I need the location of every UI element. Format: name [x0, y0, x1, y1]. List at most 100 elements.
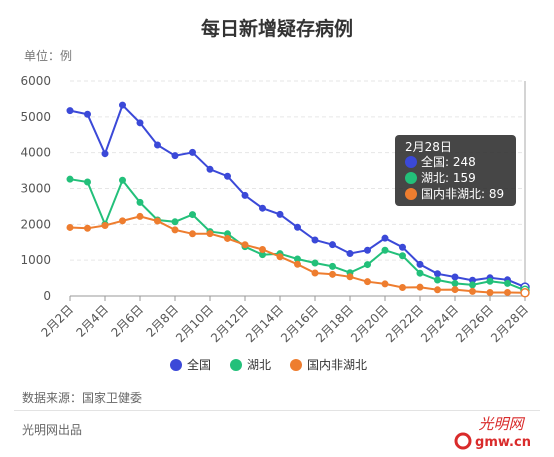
- legend-marker: [290, 359, 302, 371]
- data-point: [84, 224, 91, 232]
- series-lines: [66, 101, 530, 298]
- data-point: [381, 280, 389, 288]
- unit-label: 单位：例: [24, 49, 73, 63]
- tooltip: 2月28日 全国: 248 湖北: 159 国内非湖北: 89: [395, 135, 516, 206]
- x-tick-label: 2月10日: [173, 302, 216, 345]
- x-tick-label: 2月6日: [108, 302, 146, 340]
- tooltip-label-hubei: 湖北: 159: [421, 171, 476, 185]
- data-point: [469, 287, 476, 295]
- data-point: [241, 191, 249, 199]
- data-point: [329, 270, 336, 278]
- data-point: [294, 223, 301, 231]
- data-point: [486, 289, 494, 297]
- data-point: [189, 148, 196, 156]
- data-point: [154, 141, 161, 149]
- data-point: [136, 198, 144, 206]
- x-tick-label: 2月14日: [243, 302, 286, 345]
- data-point: [224, 172, 231, 180]
- data-point: [101, 222, 109, 230]
- data-point: [241, 241, 249, 249]
- data-point: [119, 176, 126, 184]
- x-tick-label: 2月22日: [383, 302, 426, 345]
- x-tick-label: 2月26日: [453, 302, 496, 345]
- data-point: [434, 276, 441, 284]
- y-tick-label: 0: [43, 289, 51, 303]
- tooltip-date: 2月28日: [405, 140, 452, 154]
- footer-divider: [14, 410, 540, 411]
- data-point: [84, 110, 91, 118]
- logo-subtext: gmw.cn: [475, 435, 531, 450]
- data-point: [294, 260, 301, 268]
- tooltip-row-hubei: 湖北: 159: [405, 170, 476, 186]
- x-tick-label: 2月16日: [278, 302, 321, 345]
- legend-marker: [170, 359, 182, 371]
- data-point: [364, 261, 371, 269]
- data-point: [329, 262, 336, 270]
- data-point: [206, 230, 214, 238]
- data-point: [66, 107, 74, 115]
- data-point: [381, 234, 389, 242]
- data-point: [206, 165, 214, 173]
- data-point: [434, 270, 441, 278]
- chart-title: 每日新增疑存病例: [200, 18, 353, 40]
- tooltip-row-non-hubei: 国内非湖北: 89: [405, 186, 504, 202]
- data-point: [311, 269, 319, 277]
- legend: 全国 湖北 国内非湖北: [170, 357, 367, 372]
- data-point: [399, 252, 406, 260]
- data-point: [171, 218, 179, 226]
- data-point: [434, 286, 441, 294]
- data-point: [451, 273, 459, 281]
- x-tick-label: 2月12日: [208, 302, 251, 345]
- legend-marker: [230, 359, 242, 371]
- data-point: [364, 246, 371, 254]
- data-point: [520, 288, 530, 298]
- y-tick-label: 6000: [20, 74, 51, 88]
- data-source: 数据来源：国家卫健委: [22, 391, 143, 405]
- logo-ring: [454, 432, 472, 450]
- data-point: [416, 283, 424, 291]
- data-point: [189, 211, 196, 219]
- data-point: [399, 283, 406, 291]
- data-point: [504, 279, 511, 287]
- data-point: [189, 230, 196, 238]
- data-point: [381, 246, 389, 254]
- data-point: [119, 217, 126, 225]
- tooltip-label-non-hubei: 国内非湖北: 89: [421, 187, 505, 201]
- data-point: [486, 277, 494, 285]
- y-tick-label: 5000: [20, 110, 51, 124]
- x-tick-label: 2月20日: [348, 302, 391, 345]
- data-point: [66, 223, 74, 231]
- data-point: [451, 286, 459, 294]
- y-tick-label: 1000: [20, 253, 51, 267]
- data-point: [171, 226, 179, 234]
- data-point: [469, 281, 476, 289]
- data-point: [136, 119, 144, 127]
- tooltip-dot-national: [405, 156, 417, 168]
- data-point: [224, 234, 231, 242]
- data-point: [259, 204, 266, 212]
- x-tick-label: 2月2日: [38, 302, 76, 340]
- data-point: [276, 253, 284, 261]
- data-point: [364, 278, 371, 286]
- data-point: [329, 241, 336, 249]
- data-point: [84, 178, 91, 186]
- data-point: [311, 236, 319, 244]
- axes: 01000200030004000500060002月2日2月4日2月6日2月8…: [20, 74, 531, 345]
- data-point: [346, 273, 354, 281]
- y-tick-label: 3000: [20, 182, 51, 196]
- producer-label: 光明网出品: [22, 423, 83, 437]
- data-point: [504, 288, 511, 296]
- data-point: [119, 101, 126, 109]
- data-point: [416, 269, 424, 277]
- data-point: [451, 279, 459, 287]
- x-tick-label: 2月4日: [73, 302, 111, 340]
- x-tick-label: 2月28日: [488, 302, 531, 345]
- logo-text: 光明网: [478, 415, 525, 433]
- legend-label: 全国: [187, 357, 211, 372]
- data-point: [101, 150, 109, 158]
- tooltip-dot-non-hubei: [405, 188, 417, 200]
- data-point: [276, 210, 284, 218]
- x-tick-label: 2月24日: [418, 302, 461, 345]
- data-point: [154, 217, 161, 225]
- y-tick-label: 4000: [20, 146, 51, 160]
